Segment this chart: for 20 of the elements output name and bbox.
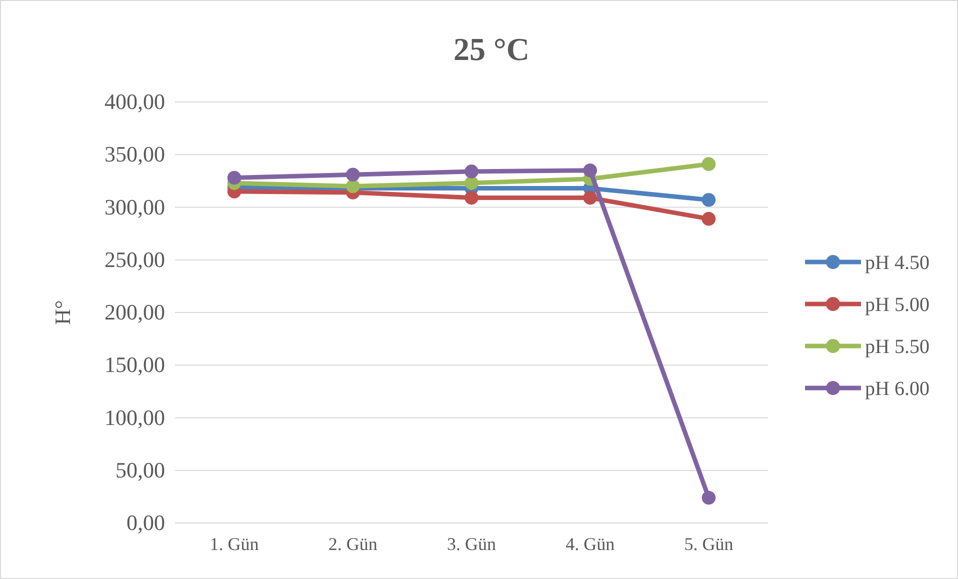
legend-label: pH 5.00 (865, 294, 930, 316)
y-tick-label: 250,00 (104, 246, 165, 272)
x-tick-label: 5. Gün (684, 534, 734, 554)
legend-label: pH 6.00 (865, 378, 930, 400)
x-tick-label: 2. Gün (328, 534, 378, 554)
y-tick-label: 50,00 (116, 457, 165, 482)
y-tick-label: 200,00 (104, 300, 165, 325)
legend-label: pH 5.50 (865, 336, 930, 358)
y-tick-label: 150,00 (104, 352, 165, 378)
chart-title: 25 °C (454, 31, 530, 67)
y-tick-label: 350,00 (104, 142, 165, 167)
y-axis-title: H° (50, 300, 75, 325)
x-tick-label: 3. Gün (447, 534, 496, 554)
y-tick-label: 0,00 (126, 510, 165, 536)
x-tick-label: 1. Gün (210, 534, 259, 554)
x-tick-label: 4. Gün (566, 534, 615, 554)
y-tick-label: 100,00 (104, 404, 165, 430)
y-tick-label: 400,00 (104, 89, 165, 114)
y-tick-label: 300,00 (104, 194, 165, 220)
legend-label: pH 4.50 (865, 252, 930, 274)
